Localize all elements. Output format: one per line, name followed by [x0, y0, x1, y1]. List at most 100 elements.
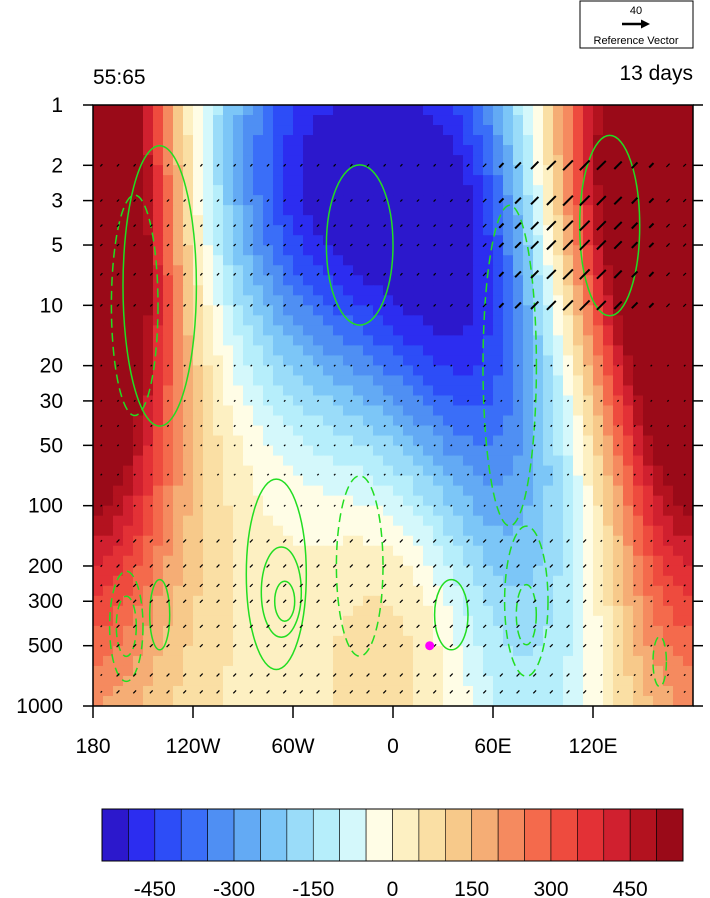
wind-vector	[233, 303, 237, 307]
field-cell	[623, 245, 634, 256]
wind-vector	[249, 583, 254, 588]
field-cell	[123, 365, 134, 377]
field-cell	[483, 395, 494, 407]
wind-vector	[382, 673, 387, 677]
field-cell	[483, 315, 494, 326]
field-cell	[683, 665, 693, 677]
field-cell	[213, 665, 224, 677]
field-cell	[563, 495, 574, 507]
field-cell	[553, 455, 564, 467]
wind-vector	[316, 163, 320, 167]
field-cell	[313, 125, 324, 136]
wind-vector	[182, 624, 187, 629]
wind-vector	[600, 424, 603, 428]
field-cell	[673, 275, 684, 286]
field-cell	[493, 175, 504, 186]
field-cell	[573, 165, 584, 176]
field-cell	[333, 445, 344, 457]
wind-vector	[546, 195, 557, 206]
field-cell	[153, 625, 164, 637]
field-cell	[633, 545, 644, 557]
field-cell	[193, 625, 204, 637]
field-cell	[643, 145, 654, 156]
wind-vector	[182, 583, 187, 588]
field-cell	[523, 225, 534, 236]
field-cell	[333, 685, 344, 697]
field-cell	[363, 125, 374, 136]
colorbar-box	[418, 808, 446, 862]
wind-vector	[533, 444, 536, 447]
field-cell	[333, 305, 344, 316]
field-cell	[643, 215, 654, 226]
field-cell	[593, 595, 604, 607]
field-cell	[253, 425, 264, 437]
field-cell	[643, 295, 654, 306]
field-cell	[463, 325, 474, 336]
field-cell	[553, 205, 564, 216]
field-cell	[633, 405, 644, 417]
field-cell	[363, 615, 374, 627]
field-cell	[323, 495, 334, 507]
wind-vector	[182, 689, 187, 694]
field-cell	[133, 235, 144, 246]
field-cell	[463, 165, 474, 176]
field-cell	[273, 585, 284, 597]
field-cell	[203, 295, 214, 306]
field-cell	[553, 285, 564, 296]
field-cell	[123, 245, 134, 256]
wind-vector	[616, 473, 620, 476]
field-cell	[603, 375, 614, 387]
field-cell	[683, 195, 693, 206]
field-cell	[673, 325, 684, 336]
field-cell	[673, 115, 684, 126]
field-cell	[473, 655, 484, 667]
field-cell	[183, 295, 194, 306]
field-cell	[313, 375, 324, 387]
field-cell	[123, 215, 134, 226]
wind-vector	[482, 272, 487, 277]
field-cell	[193, 375, 204, 387]
field-cell	[233, 265, 244, 276]
field-cell	[563, 405, 574, 417]
field-cell	[593, 155, 604, 166]
wind-vector	[282, 539, 287, 543]
field-cell	[223, 625, 234, 637]
field-cell	[163, 345, 174, 357]
field-cell	[583, 255, 594, 266]
field-cell	[573, 395, 584, 407]
wind-vector	[596, 300, 607, 311]
field-cell	[463, 515, 474, 527]
field-cell	[203, 395, 214, 407]
field-cell	[313, 165, 324, 176]
wind-vector	[466, 198, 470, 203]
wind-vector	[183, 303, 187, 307]
field-cell	[443, 295, 454, 306]
field-cell	[183, 455, 194, 467]
wind-vector	[432, 599, 437, 604]
field-cell	[663, 585, 674, 597]
field-cell	[293, 235, 304, 246]
field-cell	[103, 435, 114, 447]
field-cell	[433, 695, 444, 706]
field-cell	[403, 585, 414, 597]
field-cell	[653, 175, 664, 186]
field-cell	[643, 575, 654, 587]
field-cell	[633, 145, 644, 156]
field-cell	[303, 605, 314, 617]
field-cell	[403, 345, 414, 357]
field-cell	[353, 485, 364, 497]
wind-vector	[530, 221, 540, 231]
field-cell	[293, 155, 304, 166]
field-cell	[493, 575, 504, 587]
field-cell	[393, 575, 404, 587]
field-cell	[683, 365, 693, 377]
field-cell	[233, 325, 244, 336]
field-cell	[443, 495, 454, 507]
field-cell	[213, 115, 224, 126]
field-cell	[103, 585, 114, 597]
field-cell	[383, 125, 394, 136]
wind-vector	[683, 673, 686, 677]
field-cell	[473, 285, 484, 296]
wind-vector	[650, 600, 653, 603]
field-cell	[383, 615, 394, 627]
